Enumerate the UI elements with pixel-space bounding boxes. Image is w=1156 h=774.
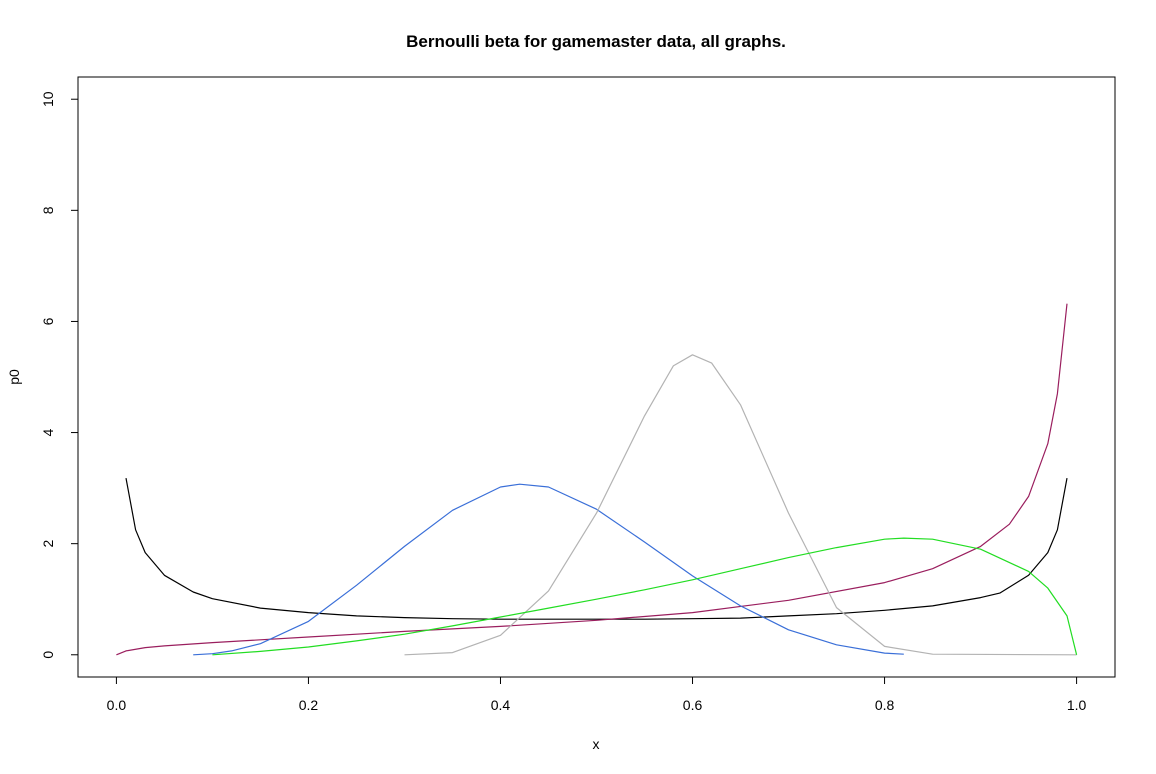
x-axis-label: x: [593, 736, 600, 752]
x-tick-label: 0.2: [299, 697, 319, 713]
x-tick-label: 0.8: [875, 697, 895, 713]
x-tick-label: 1.0: [1067, 697, 1087, 713]
y-tick-label: 6: [40, 317, 56, 325]
y-axis: 0 2 4 6 8 10: [40, 91, 79, 659]
series-line-4: [404, 354, 1077, 656]
series-line-5: [212, 537, 1078, 656]
x-tick-label: 0.6: [683, 697, 703, 713]
x-tick-label: 0.0: [107, 697, 127, 713]
x-tick-label: 0.4: [491, 697, 511, 713]
y-tick-label: 4: [40, 428, 56, 436]
y-tick-label: 10: [40, 91, 56, 107]
y-tick-label: 0: [40, 651, 56, 659]
series-layer: [116, 303, 1078, 656]
chart-title: Bernoulli beta for gamemaster data, all …: [406, 32, 786, 51]
y-tick-label: 2: [40, 540, 56, 548]
y-axis-label: p0: [6, 369, 22, 385]
series-line-1: [125, 477, 1068, 620]
y-tick-label: 8: [40, 206, 56, 214]
series-line-3: [193, 483, 904, 656]
x-axis: 0.0 0.2 0.4 0.6 0.8 1.0: [107, 676, 1087, 713]
series-line-2: [116, 303, 1068, 656]
plot-area-frame: [77, 76, 1116, 678]
